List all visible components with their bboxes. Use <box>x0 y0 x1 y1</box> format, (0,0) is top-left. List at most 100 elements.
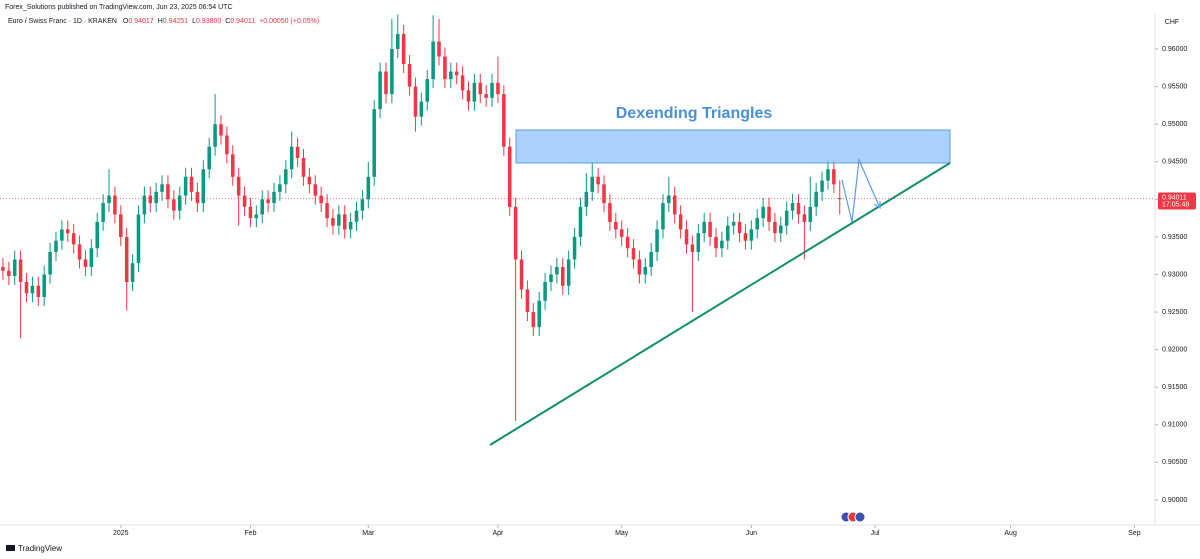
candle-body <box>266 199 270 204</box>
candle-body <box>119 214 123 237</box>
candle-body <box>460 75 465 91</box>
candle-body <box>425 79 429 102</box>
candle-body <box>284 169 288 185</box>
candle-body <box>278 184 282 192</box>
y-tick-label: 0.96000 <box>1162 46 1187 53</box>
event-icon[interactable] <box>854 511 866 523</box>
candle-body <box>60 229 64 241</box>
candle-body <box>272 191 276 204</box>
candle-body <box>572 236 577 260</box>
candle-body <box>107 195 111 204</box>
candle-body <box>189 176 194 192</box>
event-icons[interactable] <box>840 511 866 523</box>
y-tick-label: 0.91500 <box>1162 384 1187 391</box>
candle-body <box>183 176 188 196</box>
candle-body <box>761 206 765 219</box>
candle-body <box>1 266 5 271</box>
candle-body <box>720 240 724 249</box>
candle-body <box>737 221 742 234</box>
y-tick-label: 0.92500 <box>1162 309 1187 316</box>
candle-body <box>66 229 70 234</box>
candle-body <box>83 259 88 267</box>
candle-body <box>708 221 712 237</box>
candle-body <box>177 195 182 211</box>
candle-body <box>225 135 229 155</box>
projection-path <box>841 157 881 223</box>
candle-body <box>507 146 512 207</box>
candle-body <box>649 251 653 267</box>
candle-body <box>12 259 17 277</box>
candle-body <box>95 221 99 249</box>
candle-body <box>360 199 365 211</box>
candle-body <box>7 270 11 277</box>
x-tick-label: Mar <box>362 530 375 537</box>
candle-body <box>77 244 82 260</box>
candle-body <box>814 191 818 207</box>
y-tick-label: 0.91000 <box>1162 422 1187 429</box>
candle-body <box>213 124 217 147</box>
candle-body <box>561 266 565 286</box>
candle-body <box>384 71 388 95</box>
candle-body <box>802 214 807 222</box>
x-tick-label: Sep <box>1128 530 1141 537</box>
ohlc-key: H <box>158 18 163 25</box>
candle-body <box>790 203 795 211</box>
candle-body <box>525 289 530 313</box>
candle-body <box>101 203 105 222</box>
candle-body <box>808 206 813 222</box>
candle-body <box>820 180 824 192</box>
candle-body <box>48 251 52 275</box>
candle-body <box>755 218 759 230</box>
candle-body <box>124 236 129 283</box>
candle-body <box>726 225 730 241</box>
candle-body <box>661 203 665 230</box>
candle-body <box>684 229 689 245</box>
candle-body <box>295 146 300 159</box>
candle-body <box>319 195 323 204</box>
candle-body <box>502 94 506 147</box>
candle-body <box>784 210 789 226</box>
candle-body <box>307 176 312 185</box>
ohlc-value: 0.93800 <box>196 18 221 25</box>
candle-body <box>549 274 553 283</box>
candle-body <box>172 199 176 211</box>
annotation-title: Dexending Triangles <box>616 105 773 122</box>
candle-body <box>236 176 241 196</box>
candle-body <box>602 184 606 204</box>
candle-body <box>749 229 754 241</box>
candle-body <box>690 244 695 252</box>
candle-body <box>166 184 170 200</box>
candle-body <box>590 176 594 192</box>
candle-body <box>826 169 830 181</box>
candle-body <box>832 169 836 185</box>
trendline <box>489 162 951 446</box>
candle-body <box>366 176 371 200</box>
candle-body <box>702 221 706 234</box>
candle-body <box>667 195 671 204</box>
candle-body <box>672 195 677 215</box>
candle-body <box>484 94 488 98</box>
candle-body <box>201 169 206 204</box>
candle-body <box>779 225 783 234</box>
candle-body <box>637 259 642 275</box>
candle-body <box>301 158 306 177</box>
candle-body <box>537 300 541 328</box>
candle-body <box>608 203 612 222</box>
countdown: 17:05:48 <box>1162 201 1189 208</box>
candle-body <box>584 191 589 207</box>
candle-body <box>30 285 35 294</box>
currency-label: CHF <box>1165 19 1179 26</box>
candle-body <box>531 312 536 328</box>
candle-body <box>289 146 294 170</box>
candle-body <box>472 82 477 102</box>
x-tick-label: Apr <box>492 530 504 537</box>
x-tick-label: Aug <box>1004 530 1017 537</box>
candle-body <box>401 33 406 65</box>
brand-name: TradingView <box>18 544 62 553</box>
candle-body <box>130 263 135 283</box>
candle-body <box>207 146 211 170</box>
symbol-legend: Euro / Swiss Franc · 1D · KRAKEN O 0.9401… <box>8 18 319 25</box>
candle-body <box>696 233 701 252</box>
